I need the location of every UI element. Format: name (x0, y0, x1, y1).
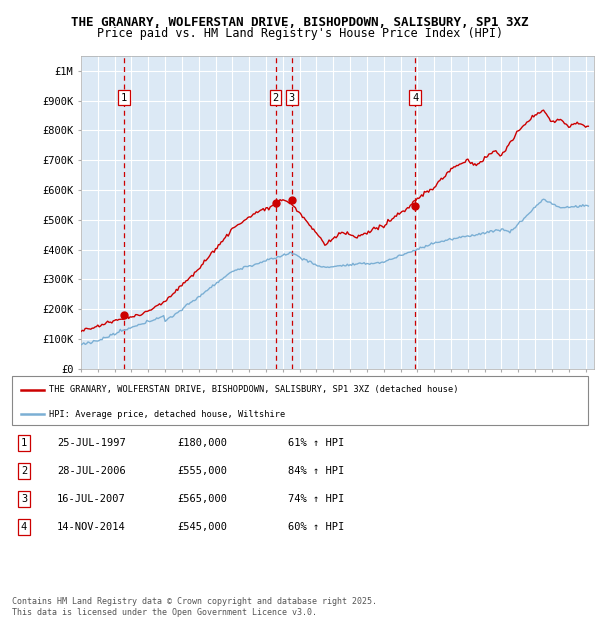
Text: 1: 1 (121, 92, 127, 102)
Text: 28-JUL-2006: 28-JUL-2006 (57, 466, 126, 476)
Text: HPI: Average price, detached house, Wiltshire: HPI: Average price, detached house, Wilt… (49, 410, 286, 418)
Text: 4: 4 (21, 522, 27, 532)
Text: £555,000: £555,000 (177, 466, 227, 476)
Text: Contains HM Land Registry data © Crown copyright and database right 2025.
This d: Contains HM Land Registry data © Crown c… (12, 598, 377, 617)
Text: 4: 4 (412, 92, 418, 102)
Text: 2: 2 (272, 92, 279, 102)
Text: THE GRANARY, WOLFERSTAN DRIVE, BISHOPDOWN, SALISBURY, SP1 3XZ (detached house): THE GRANARY, WOLFERSTAN DRIVE, BISHOPDOW… (49, 386, 459, 394)
Text: 16-JUL-2007: 16-JUL-2007 (57, 494, 126, 504)
Text: 2: 2 (21, 466, 27, 476)
Text: 3: 3 (21, 494, 27, 504)
Text: 14-NOV-2014: 14-NOV-2014 (57, 522, 126, 532)
Text: Price paid vs. HM Land Registry's House Price Index (HPI): Price paid vs. HM Land Registry's House … (97, 27, 503, 40)
Text: £180,000: £180,000 (177, 438, 227, 448)
Text: £565,000: £565,000 (177, 494, 227, 504)
FancyBboxPatch shape (12, 376, 588, 425)
Text: 84% ↑ HPI: 84% ↑ HPI (288, 466, 344, 476)
Text: £545,000: £545,000 (177, 522, 227, 532)
Text: 1: 1 (21, 438, 27, 448)
Text: 61% ↑ HPI: 61% ↑ HPI (288, 438, 344, 448)
Text: THE GRANARY, WOLFERSTAN DRIVE, BISHOPDOWN, SALISBURY, SP1 3XZ: THE GRANARY, WOLFERSTAN DRIVE, BISHOPDOW… (71, 16, 529, 29)
Text: 3: 3 (289, 92, 295, 102)
Text: 25-JUL-1997: 25-JUL-1997 (57, 438, 126, 448)
Text: 60% ↑ HPI: 60% ↑ HPI (288, 522, 344, 532)
Text: 74% ↑ HPI: 74% ↑ HPI (288, 494, 344, 504)
